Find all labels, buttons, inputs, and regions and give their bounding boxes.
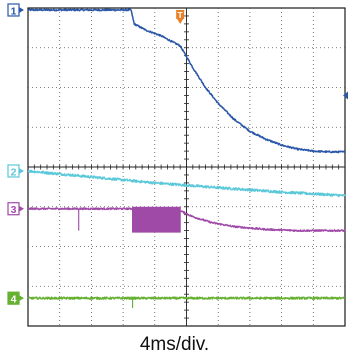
channel-marker-label: 4 <box>11 293 17 305</box>
traces <box>27 8 346 309</box>
trace-ch1 <box>27 8 346 154</box>
grid <box>27 7 346 327</box>
channel-marker-arrow <box>19 167 24 174</box>
trace-ch2 <box>27 169 346 198</box>
x-axis-label: 4ms/div. <box>139 334 210 355</box>
channel-marker-3: 3 <box>7 202 24 216</box>
trigger-position-marker: T <box>176 10 185 24</box>
burst-ch3 <box>132 206 181 233</box>
channel-marker-label: 3 <box>11 204 17 216</box>
channel-marker-arrow <box>19 6 24 13</box>
trigger-marker-box <box>176 10 185 19</box>
channel-marker-label: 1 <box>11 5 17 17</box>
channel-marker-arrow <box>19 205 24 212</box>
trace-ch3 <box>27 207 346 233</box>
trigger-marker-label: T <box>178 10 184 20</box>
channel-marker-2: 2 <box>7 164 24 178</box>
trigger-level-marker <box>343 91 348 100</box>
channel-marker-4: 4 <box>7 291 24 305</box>
markers: 1 2 3 4 T <box>7 3 348 305</box>
trace-ch4 <box>27 296 346 300</box>
channel-marker-label: 2 <box>11 166 17 178</box>
channel-marker-arrow <box>19 295 24 302</box>
trigger-marker-arrow <box>177 19 184 24</box>
channel-marker-1: 1 <box>7 3 24 17</box>
